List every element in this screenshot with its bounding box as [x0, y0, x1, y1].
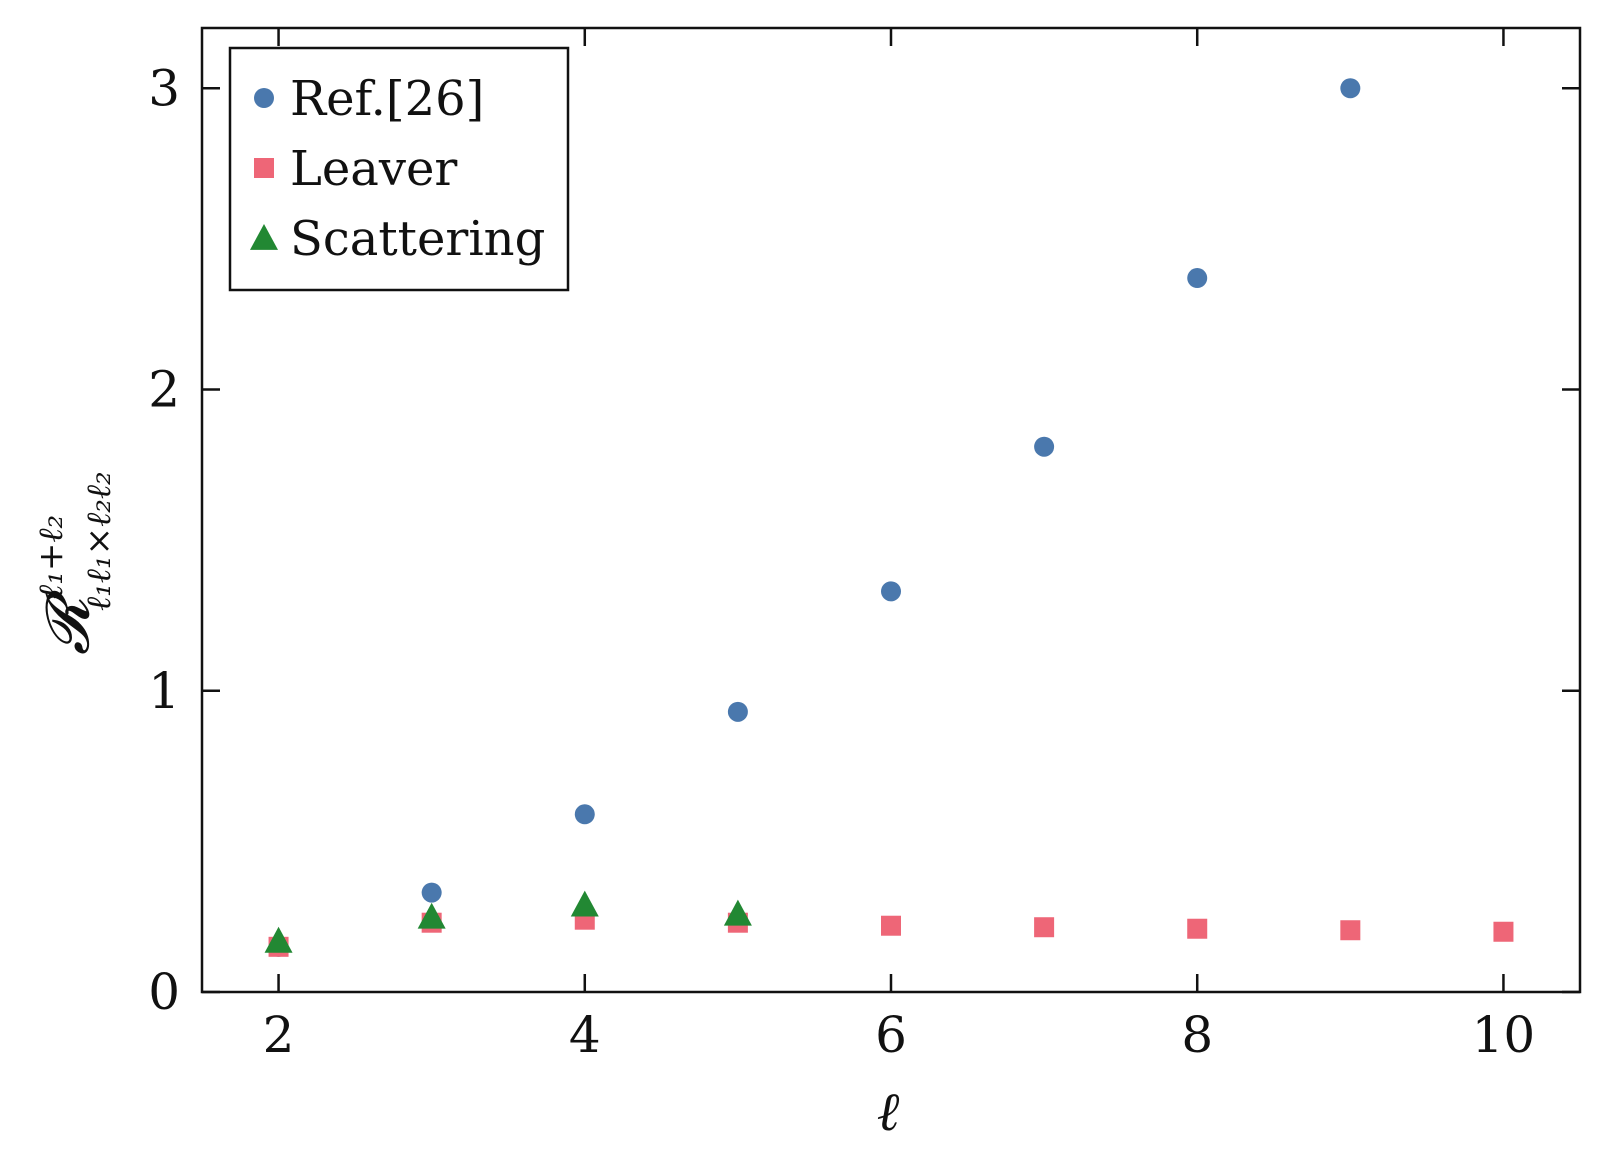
legend-label: Ref.[26]: [290, 71, 484, 127]
series-square: [268, 909, 1514, 957]
data-point-circle: [574, 804, 595, 825]
data-point-square: [1340, 920, 1361, 941]
svg-text:𝓡ℓ₁+ℓ₂: 𝓡ℓ₁+ℓ₂: [31, 515, 103, 655]
data-point-circle: [1034, 436, 1055, 457]
y-tick-label: 2: [148, 361, 180, 419]
svg-text:ℓ₁ℓ₁×ℓ₂ℓ₂: ℓ₁ℓ₁×ℓ₂ℓ₂: [79, 471, 119, 611]
data-point-square: [1187, 918, 1208, 939]
y-tick-label: 1: [148, 662, 180, 720]
legend-label: Leaver: [290, 141, 457, 197]
x-tick-label: 10: [1472, 1006, 1536, 1064]
data-point-square: [1034, 917, 1055, 938]
legend-label: Scattering: [290, 211, 545, 267]
data-point-triangle: [570, 890, 599, 917]
legend: Ref.[26] Leaver Scattering: [228, 46, 570, 292]
data-point-triangle: [264, 926, 293, 953]
series-triangle: [264, 890, 752, 953]
y-axis-label: 𝓡ℓ₁+ℓ₂ ℓ₁ℓ₁×ℓ₂ℓ₂: [31, 471, 119, 655]
x-tick-label: 2: [263, 1006, 295, 1064]
data-point-triangle: [723, 899, 752, 926]
y-axis-label-sub: ℓ₁ℓ₁×ℓ₂ℓ₂: [79, 471, 119, 611]
data-point-circle: [727, 701, 748, 722]
data-point-circle: [1340, 78, 1361, 99]
data-point-circle: [1187, 268, 1208, 289]
data-marks: [264, 78, 1514, 957]
data-point-square: [1493, 921, 1514, 942]
legend-marker-triangle: [250, 224, 278, 250]
data-point-circle: [881, 581, 901, 602]
y-axis-label-sup: ℓ₁+ℓ₂: [31, 515, 71, 599]
axis-ticks: 2 4 6 8 10 0 1 2 3: [148, 28, 1580, 1064]
y-axis-label-main: 𝓡: [33, 589, 103, 655]
x-tick-label: 4: [569, 1006, 601, 1064]
legend-marker-square: [254, 158, 274, 178]
data-point-triangle: [417, 902, 446, 929]
legend-marker-circle: [254, 88, 274, 108]
y-tick-label: 0: [148, 963, 180, 1021]
y-tick-label: 3: [148, 59, 180, 117]
x-tick-label: 8: [1181, 1006, 1213, 1064]
x-tick-label: 6: [875, 1006, 907, 1064]
x-axis-label: ℓ: [877, 1080, 900, 1143]
legend-box: [228, 46, 570, 292]
data-point-circle: [421, 882, 442, 903]
data-point-square: [881, 915, 901, 936]
